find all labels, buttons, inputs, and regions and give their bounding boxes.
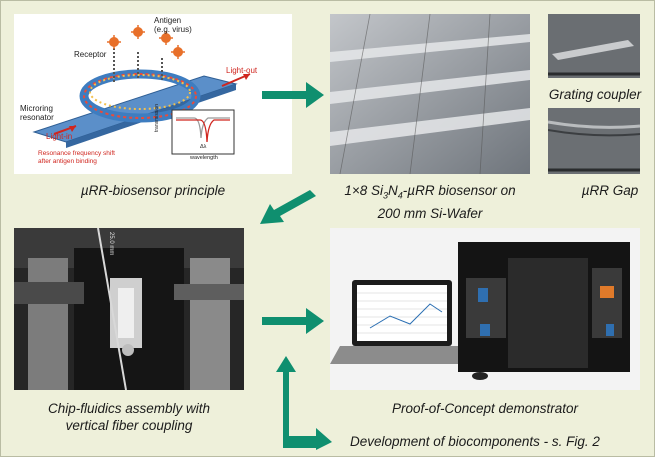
principle-caption: µRR-biosensor principle — [80, 183, 226, 198]
arrow-principle-to-wafer — [262, 82, 324, 108]
scale-label: 25.0 mm — [108, 232, 114, 256]
frequency-shift-label-2: after antigen binding — [38, 158, 97, 165]
biocomponents-caption: Development of biocomponents - s. Fig. 2 — [350, 434, 600, 449]
wafer-caption-prefix: 1×8 Si — [344, 183, 384, 198]
wafer-caption-line2: 200 mm Si-Wafer — [377, 205, 483, 221]
microring-label: Microring — [20, 104, 53, 113]
chip-caption-line1: Chip-fluidics assembly with — [47, 401, 211, 416]
demo-caption: Proof-of-Concept demonstrator — [391, 401, 579, 416]
demonstrator-photo — [330, 228, 640, 390]
wafer-caption-mid: N — [388, 183, 398, 198]
wavelength-axis-label: wavelength — [190, 155, 218, 161]
chip-caption-line2: vertical fiber coupling — [65, 418, 193, 433]
grating-coupler-sem — [548, 14, 640, 78]
gap-caption: µRR Gap — [581, 183, 639, 198]
arrow-wafer-to-chip — [260, 190, 316, 224]
receptor-label: Receptor — [74, 50, 107, 59]
wafer-photo — [330, 14, 530, 174]
wafer-caption-sub1: 3 — [383, 190, 389, 201]
arrow-chip-to-demo — [262, 308, 324, 334]
transmission-axis-label: transmission — [154, 103, 160, 132]
delta-lambda-label: Δλ — [200, 144, 207, 150]
antigen-example-label: (e.g. virus) — [154, 25, 192, 34]
wafer-caption-sub2: 4 — [397, 190, 403, 201]
arrow-demo-to-biocomponents — [276, 356, 332, 450]
grating-caption: Grating coupler — [548, 87, 642, 102]
principle-illustration: Antigen (e.g. virus) Receptor Light-out … — [14, 14, 292, 174]
resonator-label: resonator — [20, 113, 54, 122]
wafer-caption: 1×8 Si3N4-µRR biosensor on 200 mm Si-Waf… — [320, 182, 540, 222]
frequency-shift-label: Resonance frequency shift — [38, 150, 115, 157]
chip-fluidics-photo: 25.0 mm — [14, 228, 244, 390]
wafer-caption-suffix: -µRR biosensor on — [402, 183, 516, 198]
light-out-label: Light-out — [226, 66, 258, 75]
antigen-label: Antigen — [154, 16, 182, 25]
chip-caption: Chip-fluidics assembly with vertical fib… — [14, 400, 244, 434]
gap-sem — [548, 108, 640, 174]
light-in-label: Light-in — [46, 132, 73, 141]
